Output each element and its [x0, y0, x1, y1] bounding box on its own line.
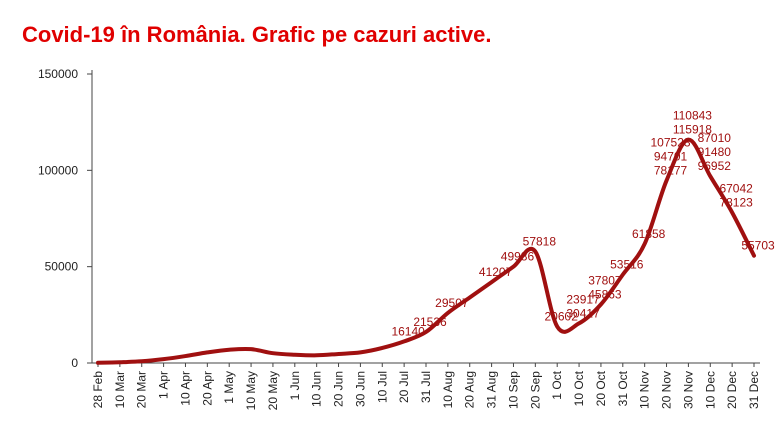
x-tick-label: 10 Aug — [441, 371, 455, 408]
x-tick-label: 10 Oct — [572, 370, 586, 406]
x-tick-label: 10 Apr — [178, 371, 192, 406]
data-label: 67042 — [719, 181, 753, 195]
data-label: 57818 — [523, 235, 557, 249]
data-label: 20602 — [545, 310, 579, 324]
data-label: 87010 — [698, 131, 732, 145]
x-tick-label: 20 Apr — [200, 371, 214, 406]
x-tick-label: 1 Oct — [550, 370, 564, 399]
x-tick-label: 10 Sep — [506, 371, 520, 409]
x-tick-label: 10 Dec — [703, 371, 717, 409]
y-tick-label: 150000 — [38, 67, 78, 81]
x-tick-label: 20 May — [266, 371, 280, 410]
x-tick-label: 20 Jun — [332, 371, 346, 407]
x-tick-label: 30 Nov — [681, 371, 695, 409]
chart-title: Covid-19 în România. Grafic pe cazuri ac… — [22, 22, 492, 47]
data-label: 91480 — [698, 145, 732, 159]
x-tick-label: 31 Aug — [485, 371, 499, 408]
axes — [87, 70, 760, 367]
data-label: 30417 — [566, 306, 600, 320]
y-tick-label: 0 — [71, 356, 78, 370]
x-tick-label: 31 Jul — [419, 371, 433, 403]
x-tick-label: 28 Feb — [91, 371, 105, 409]
x-tick-label: 30 Jun — [353, 371, 367, 407]
x-tick-label: 1 Jun — [288, 371, 302, 400]
y-tick-label: 100000 — [38, 163, 78, 177]
x-tick-label: 20 Aug — [463, 371, 477, 408]
x-tick-label: 10 Nov — [638, 371, 652, 409]
x-tick-label: 31 Oct — [616, 370, 630, 406]
data-label: 21536 — [413, 315, 447, 329]
x-tick-label: 20 Nov — [660, 371, 674, 409]
x-tick-label: 20 Mar — [135, 371, 149, 408]
data-label: 115918 — [673, 123, 712, 137]
x-tick-label: 10 Mar — [113, 371, 127, 408]
x-tick-label: 1 Apr — [157, 371, 171, 399]
data-label: 94701 — [654, 150, 688, 164]
x-tick-label: 20 Sep — [528, 371, 542, 409]
y-tick-label: 50000 — [45, 260, 79, 274]
data-label: 23917 — [566, 292, 600, 306]
x-tick-label: 31 Dec — [747, 371, 761, 409]
data-labels: 5781861858535164586337807304172391720602… — [391, 109, 775, 339]
data-label: 110843 — [673, 109, 712, 123]
x-tick-label: 10 Jun — [310, 371, 324, 407]
x-tick-label: 10 May — [244, 371, 258, 410]
x-tick-label: 20 Jul — [397, 371, 411, 403]
data-label: 29507 — [435, 296, 469, 310]
series-group — [96, 137, 756, 365]
x-tick-labels: 28 Feb 10 Mar 20 Mar 1 Apr 10 Apr 20 Apr 1 May… — [91, 370, 761, 410]
x-tick-label: 20 Dec — [725, 371, 739, 409]
x-tick-label: 10 Jul — [375, 371, 389, 403]
y-tick-labels: 0 50000 100000 150000 — [38, 67, 78, 370]
x-tick-label: 1 May — [222, 371, 236, 404]
x-tick-label: 20 Oct — [594, 370, 608, 406]
data-label: 37807 — [588, 273, 622, 287]
series-line — [96, 137, 756, 365]
